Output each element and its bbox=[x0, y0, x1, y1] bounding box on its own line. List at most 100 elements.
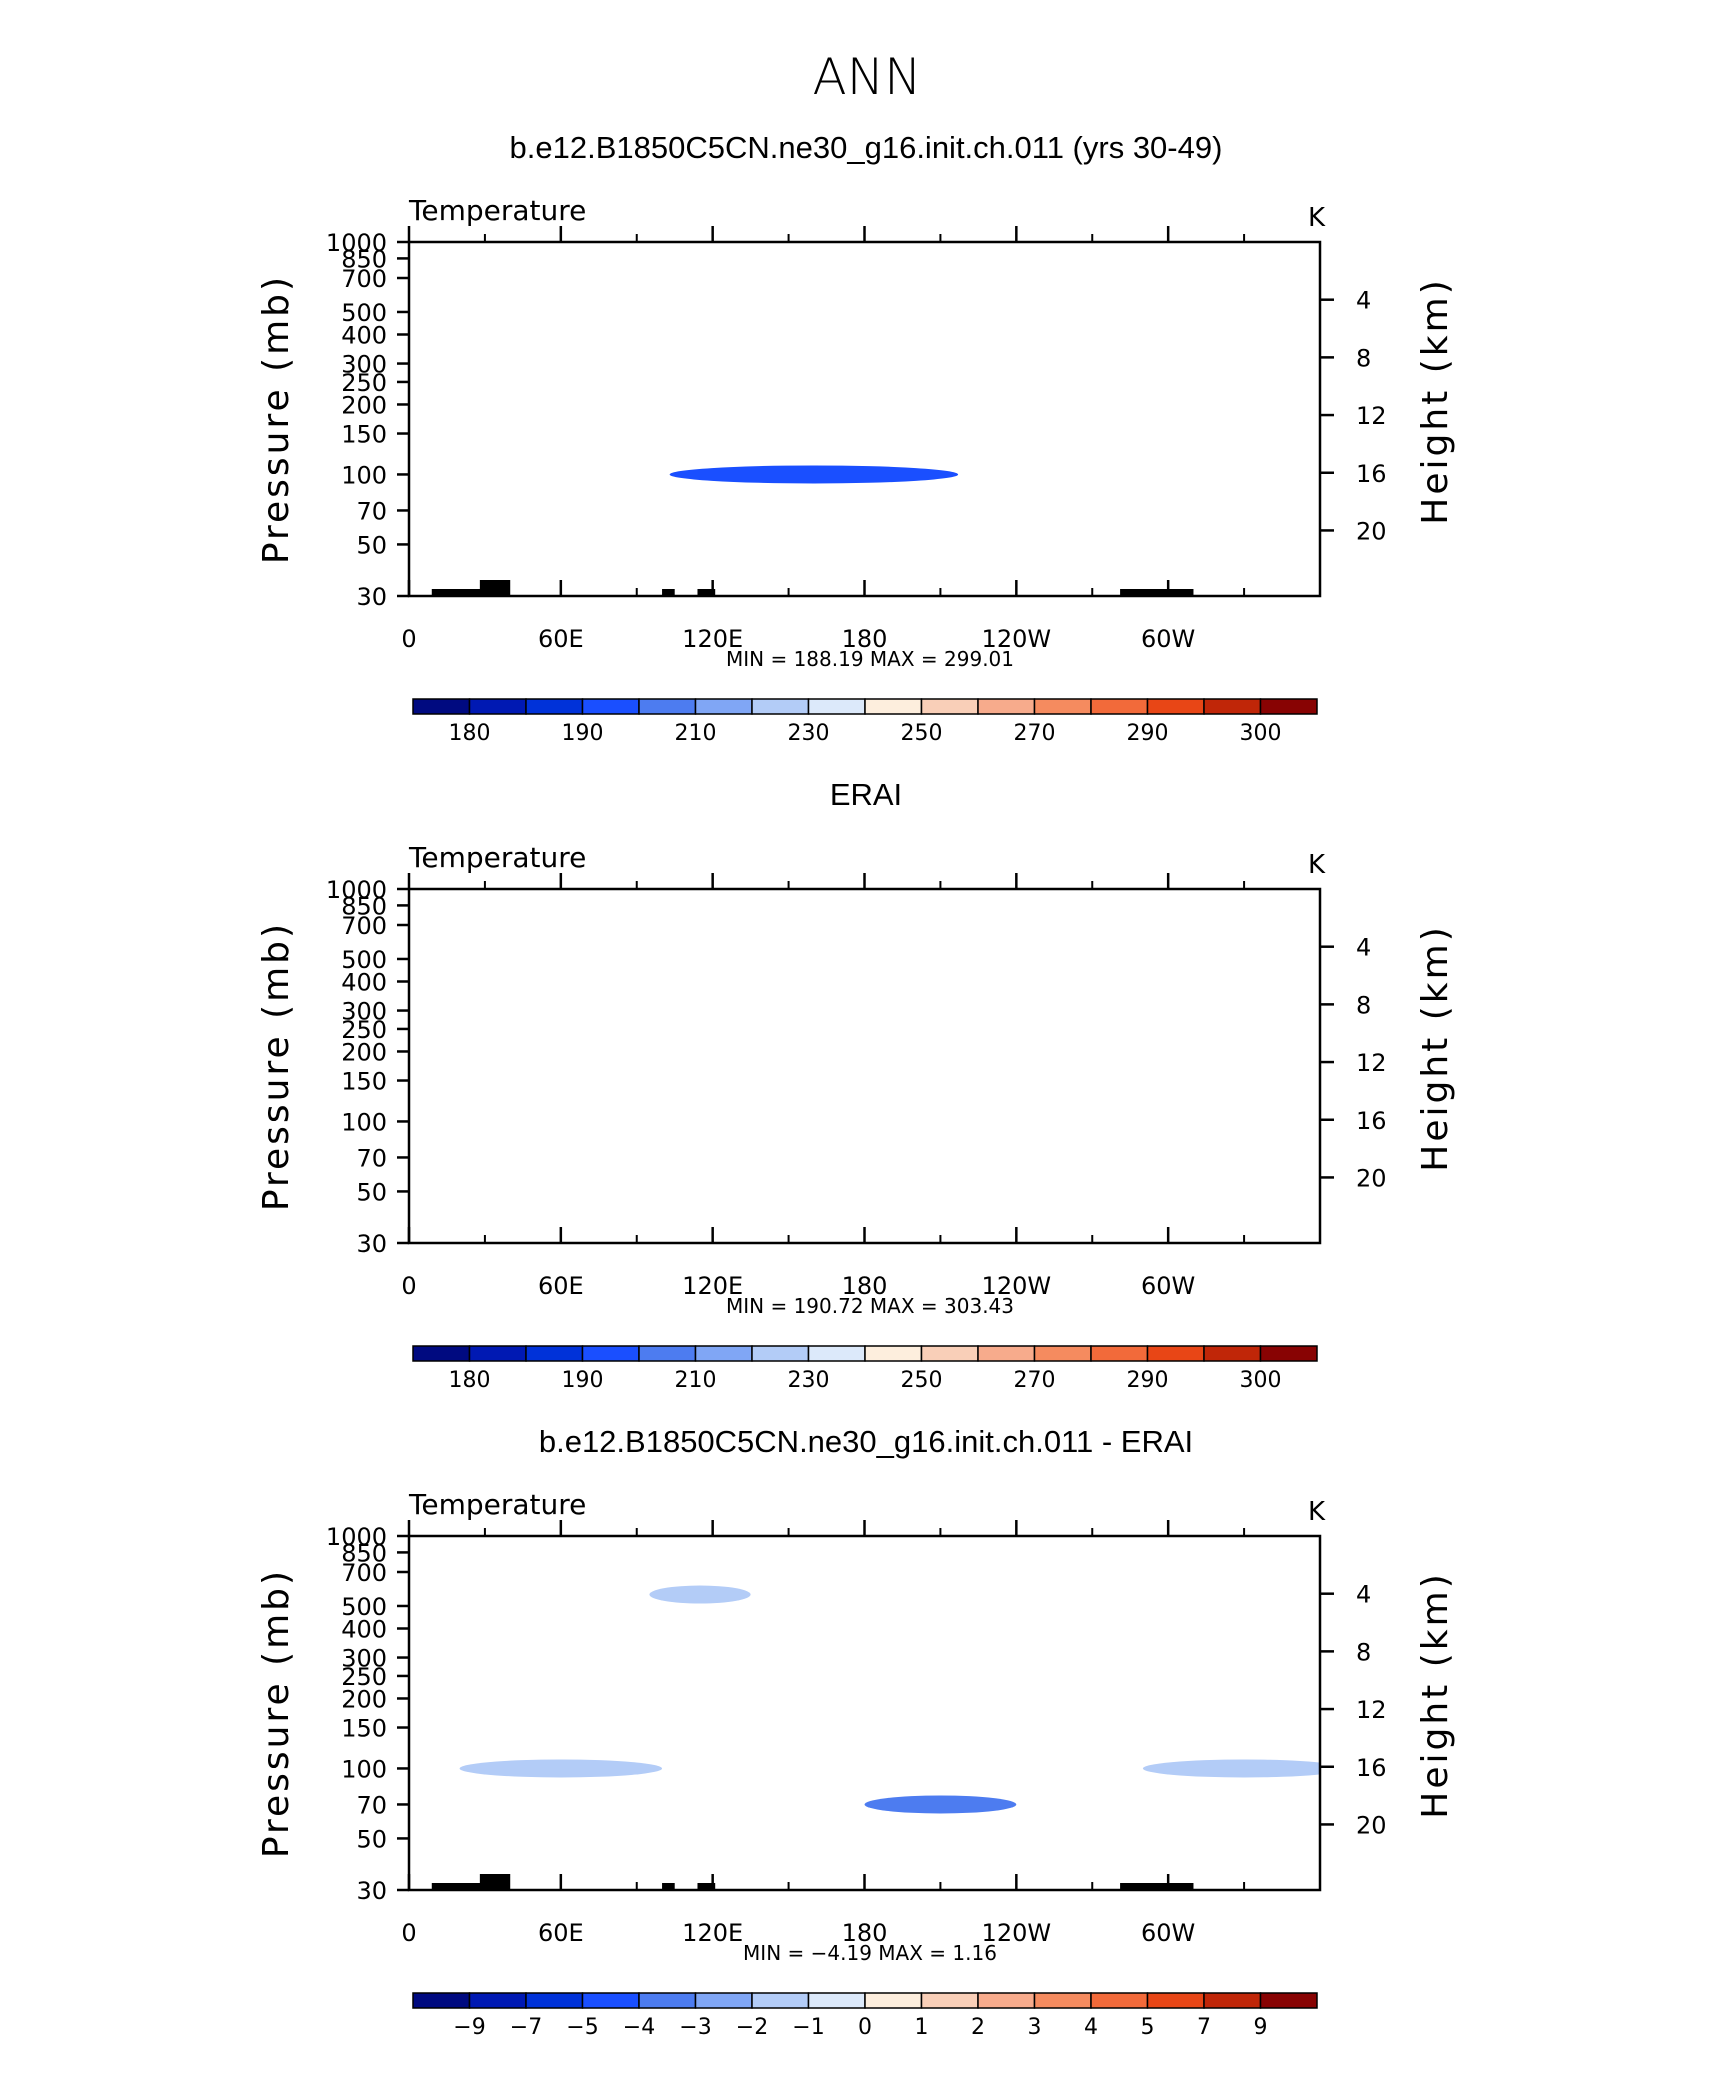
y-tick-label: 200 bbox=[341, 391, 387, 419]
x-tick-label: 0 bbox=[401, 625, 416, 653]
y-tick-label: 400 bbox=[341, 1616, 387, 1644]
y-tick-label: 250 bbox=[341, 369, 387, 397]
y-axis-title: Pressure (mb) bbox=[256, 921, 297, 1211]
plot-frame bbox=[407, 887, 1322, 1245]
colorbar-box bbox=[1203, 1345, 1262, 1362]
y-tick-label: 70 bbox=[356, 497, 387, 525]
colorbar-label: 190 bbox=[562, 1368, 604, 1393]
colorbar-box bbox=[581, 1992, 640, 2009]
colorbar-box bbox=[751, 1992, 810, 2009]
topography-block bbox=[662, 589, 675, 596]
colorbar-label: 2 bbox=[971, 2015, 985, 2040]
y-tick-label: 1000 bbox=[326, 1523, 387, 1551]
contour-feature bbox=[1142, 1759, 1320, 1778]
colorbar-label: 210 bbox=[675, 1368, 717, 1393]
contour-feature bbox=[669, 465, 959, 484]
height-tick-label: 8 bbox=[1356, 991, 1371, 1019]
colorbar-box bbox=[412, 1992, 471, 2009]
colorbar-box bbox=[581, 1345, 640, 1362]
colorbar-label: 250 bbox=[901, 721, 943, 746]
colorbar-box bbox=[638, 1345, 697, 1362]
y-tick-label: 150 bbox=[341, 1068, 387, 1096]
topography-block bbox=[697, 1883, 716, 1890]
plot-area bbox=[431, 465, 1194, 596]
x-tick-label: 60W bbox=[1141, 625, 1195, 653]
colorbar-box bbox=[412, 1345, 471, 1362]
x-tick-label: 120W bbox=[982, 1272, 1052, 1300]
y-tick-label: 250 bbox=[341, 1663, 387, 1691]
topography-block bbox=[662, 1883, 675, 1890]
colorbar-box bbox=[751, 698, 810, 715]
y-tick-label: 700 bbox=[341, 265, 387, 293]
panel-units: K bbox=[1308, 203, 1326, 233]
height-tick-label: 16 bbox=[1356, 460, 1387, 488]
y-tick-label: 70 bbox=[356, 1791, 387, 1819]
colorbar-box bbox=[977, 1992, 1036, 2009]
y-tick-label: 50 bbox=[356, 531, 387, 559]
colorbar-label: 7 bbox=[1197, 2015, 1211, 2040]
colorbar-label: −9 bbox=[453, 2015, 485, 2040]
colorbar-label: 190 bbox=[562, 721, 604, 746]
colorbar-box bbox=[1203, 1992, 1262, 2009]
x-tick-label: 60E bbox=[538, 1919, 584, 1947]
colorbar-label: 270 bbox=[1014, 721, 1056, 746]
x-tick-label: 60W bbox=[1141, 1272, 1195, 1300]
y-tick-label: 100 bbox=[341, 1755, 387, 1783]
y-tick-label: 300 bbox=[341, 1645, 387, 1673]
colorbar-label: 230 bbox=[788, 1368, 830, 1393]
x-tick-label: 180 bbox=[842, 1272, 888, 1300]
chart-panel-3: b.e12.B1850C5CN.ne30_g16.init.ch.011 - E… bbox=[256, 1424, 1456, 2040]
x-tick-label: 0 bbox=[401, 1272, 416, 1300]
colorbar-box bbox=[864, 1992, 923, 2009]
y-tick-label: 850 bbox=[341, 245, 387, 273]
colorbar-label: −3 bbox=[679, 2015, 711, 2040]
panel-title: ERAI bbox=[830, 777, 902, 812]
y-tick-label: 700 bbox=[341, 912, 387, 940]
colorbar-label: 5 bbox=[1141, 2015, 1155, 2040]
colorbar-label: 290 bbox=[1127, 1368, 1169, 1393]
y-tick-label: 50 bbox=[356, 1178, 387, 1206]
x-tick-label: 120E bbox=[682, 1272, 743, 1300]
panel-title: b.e12.B1850C5CN.ne30_g16.init.ch.011 - E… bbox=[539, 1424, 1193, 1459]
topography-block bbox=[431, 1883, 496, 1890]
colorbar-label: 3 bbox=[1028, 2015, 1042, 2040]
min-max-stats: MIN = −4.19 MAX = 1.16 bbox=[743, 1941, 997, 1965]
min-max-stats: MIN = 188.19 MAX = 299.01 bbox=[726, 647, 1014, 671]
y-tick-label: 1000 bbox=[326, 229, 387, 257]
y-tick-label: 300 bbox=[341, 351, 387, 379]
colorbar-box bbox=[977, 1345, 1036, 1362]
panel-units: K bbox=[1308, 850, 1326, 880]
x-tick-label: 0 bbox=[401, 1919, 416, 1947]
colorbar-box bbox=[525, 1345, 584, 1362]
colorbar-box bbox=[468, 1992, 527, 2009]
colorbar-box bbox=[694, 1992, 753, 2009]
y-tick-label: 850 bbox=[341, 1539, 387, 1567]
height-tick-label: 12 bbox=[1356, 1049, 1387, 1077]
colorbar-box bbox=[1090, 1992, 1149, 2009]
colorbar-box bbox=[807, 1345, 866, 1362]
colorbar-label: 290 bbox=[1127, 721, 1169, 746]
colorbar-box bbox=[525, 698, 584, 715]
colorbar-box bbox=[1146, 698, 1205, 715]
x-tick-label: 120E bbox=[682, 1919, 743, 1947]
colorbar-box bbox=[920, 698, 979, 715]
min-max-stats: MIN = 190.72 MAX = 303.43 bbox=[726, 1294, 1014, 1318]
colorbar-box bbox=[1146, 1992, 1205, 2009]
y-tick-label: 250 bbox=[341, 1016, 387, 1044]
topography-block bbox=[431, 589, 496, 596]
y-tick-label: 100 bbox=[341, 1108, 387, 1136]
colorbar-box bbox=[581, 698, 640, 715]
colorbar-label: 300 bbox=[1240, 1368, 1282, 1393]
plot-frame bbox=[407, 1534, 1322, 1892]
colorbar-box bbox=[1146, 1345, 1205, 1362]
height-tick-label: 12 bbox=[1356, 402, 1387, 430]
colorbar-box bbox=[694, 1345, 753, 1362]
colorbar-label: 9 bbox=[1254, 2015, 1268, 2040]
colorbar-label: −4 bbox=[623, 2015, 655, 2040]
colorbar-label: −2 bbox=[736, 2015, 768, 2040]
y-tick-label: 500 bbox=[341, 1593, 387, 1621]
colorbar-box bbox=[694, 698, 753, 715]
topography-block bbox=[479, 1874, 511, 1890]
y-tick-label: 300 bbox=[341, 998, 387, 1026]
colorbar-box bbox=[412, 698, 471, 715]
